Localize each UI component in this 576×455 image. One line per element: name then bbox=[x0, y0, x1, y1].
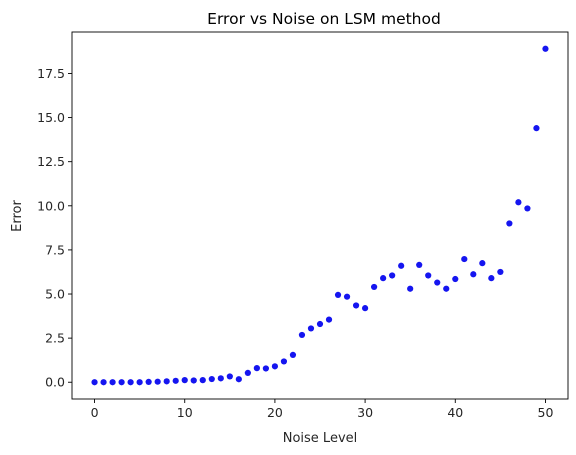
data-point bbox=[497, 268, 504, 276]
axes-frame bbox=[71, 31, 569, 400]
y-axis-label: Error bbox=[10, 200, 25, 232]
x-tick-label: 20 bbox=[267, 405, 283, 420]
data-point bbox=[334, 291, 342, 298]
data-point bbox=[271, 363, 279, 370]
data-point bbox=[488, 275, 495, 282]
data-point bbox=[226, 373, 233, 380]
data-point bbox=[136, 379, 143, 386]
data-point bbox=[307, 325, 315, 332]
data-point bbox=[316, 320, 324, 328]
y-axis: 0.0 2.5 5.0 7.5 10.0 12.5 15.0 17.5 bbox=[37, 66, 72, 390]
data-point bbox=[407, 285, 414, 292]
x-tick-label: 0 bbox=[91, 405, 99, 420]
data-point bbox=[515, 199, 522, 206]
data-point bbox=[452, 275, 459, 283]
data-point bbox=[127, 379, 134, 386]
data-point bbox=[361, 305, 369, 312]
data-point bbox=[109, 379, 116, 386]
data-point bbox=[289, 351, 297, 358]
data-point bbox=[244, 369, 251, 376]
data-point bbox=[100, 379, 107, 386]
x-axis: 0 10 20 30 40 50 bbox=[91, 399, 554, 420]
y-tick-label: 5.0 bbox=[45, 287, 65, 302]
data-point bbox=[524, 205, 531, 212]
data-point bbox=[145, 378, 152, 385]
data-point bbox=[425, 272, 432, 279]
y-tick-label: 0.0 bbox=[45, 375, 65, 390]
data-point bbox=[389, 272, 396, 279]
data-point bbox=[371, 283, 378, 291]
y-tick-label: 7.5 bbox=[45, 242, 65, 257]
data-point bbox=[172, 377, 179, 384]
data-point bbox=[352, 302, 360, 309]
plot-area bbox=[91, 45, 549, 386]
data-point bbox=[533, 125, 540, 132]
data-point bbox=[398, 262, 405, 269]
data-point bbox=[154, 378, 161, 385]
data-point bbox=[199, 377, 206, 384]
data-point bbox=[343, 293, 351, 300]
data-point bbox=[190, 377, 197, 384]
data-point bbox=[470, 271, 477, 278]
data-point bbox=[91, 379, 98, 386]
x-axis-label: Noise Level bbox=[283, 431, 358, 446]
data-point bbox=[380, 275, 387, 282]
x-tick-label: 30 bbox=[357, 405, 373, 420]
data-point bbox=[416, 261, 423, 269]
y-tick-label: 15.0 bbox=[37, 110, 65, 125]
data-point bbox=[443, 285, 450, 292]
data-point bbox=[217, 375, 224, 382]
data-point bbox=[163, 378, 170, 385]
data-point bbox=[542, 45, 549, 52]
data-point bbox=[280, 358, 288, 365]
data-point bbox=[235, 376, 242, 383]
data-point bbox=[253, 365, 260, 372]
chart-title: Error vs Noise on LSM method bbox=[207, 10, 441, 28]
y-tick-label: 17.5 bbox=[37, 66, 65, 81]
data-point bbox=[298, 331, 306, 339]
data-point bbox=[325, 316, 333, 323]
data-point bbox=[434, 279, 441, 286]
data-point bbox=[181, 377, 188, 384]
data-point bbox=[506, 220, 513, 227]
data-point bbox=[479, 260, 486, 267]
x-tick-label: 10 bbox=[177, 405, 193, 420]
data-point bbox=[461, 255, 468, 263]
x-tick-label: 40 bbox=[447, 405, 463, 420]
y-tick-label: 10.0 bbox=[37, 198, 65, 213]
y-tick-label: 2.5 bbox=[45, 331, 65, 346]
data-point bbox=[262, 365, 269, 372]
y-tick-label: 12.5 bbox=[37, 154, 65, 169]
x-tick-label: 50 bbox=[538, 405, 554, 420]
data-point bbox=[118, 379, 125, 386]
data-point bbox=[208, 375, 215, 383]
